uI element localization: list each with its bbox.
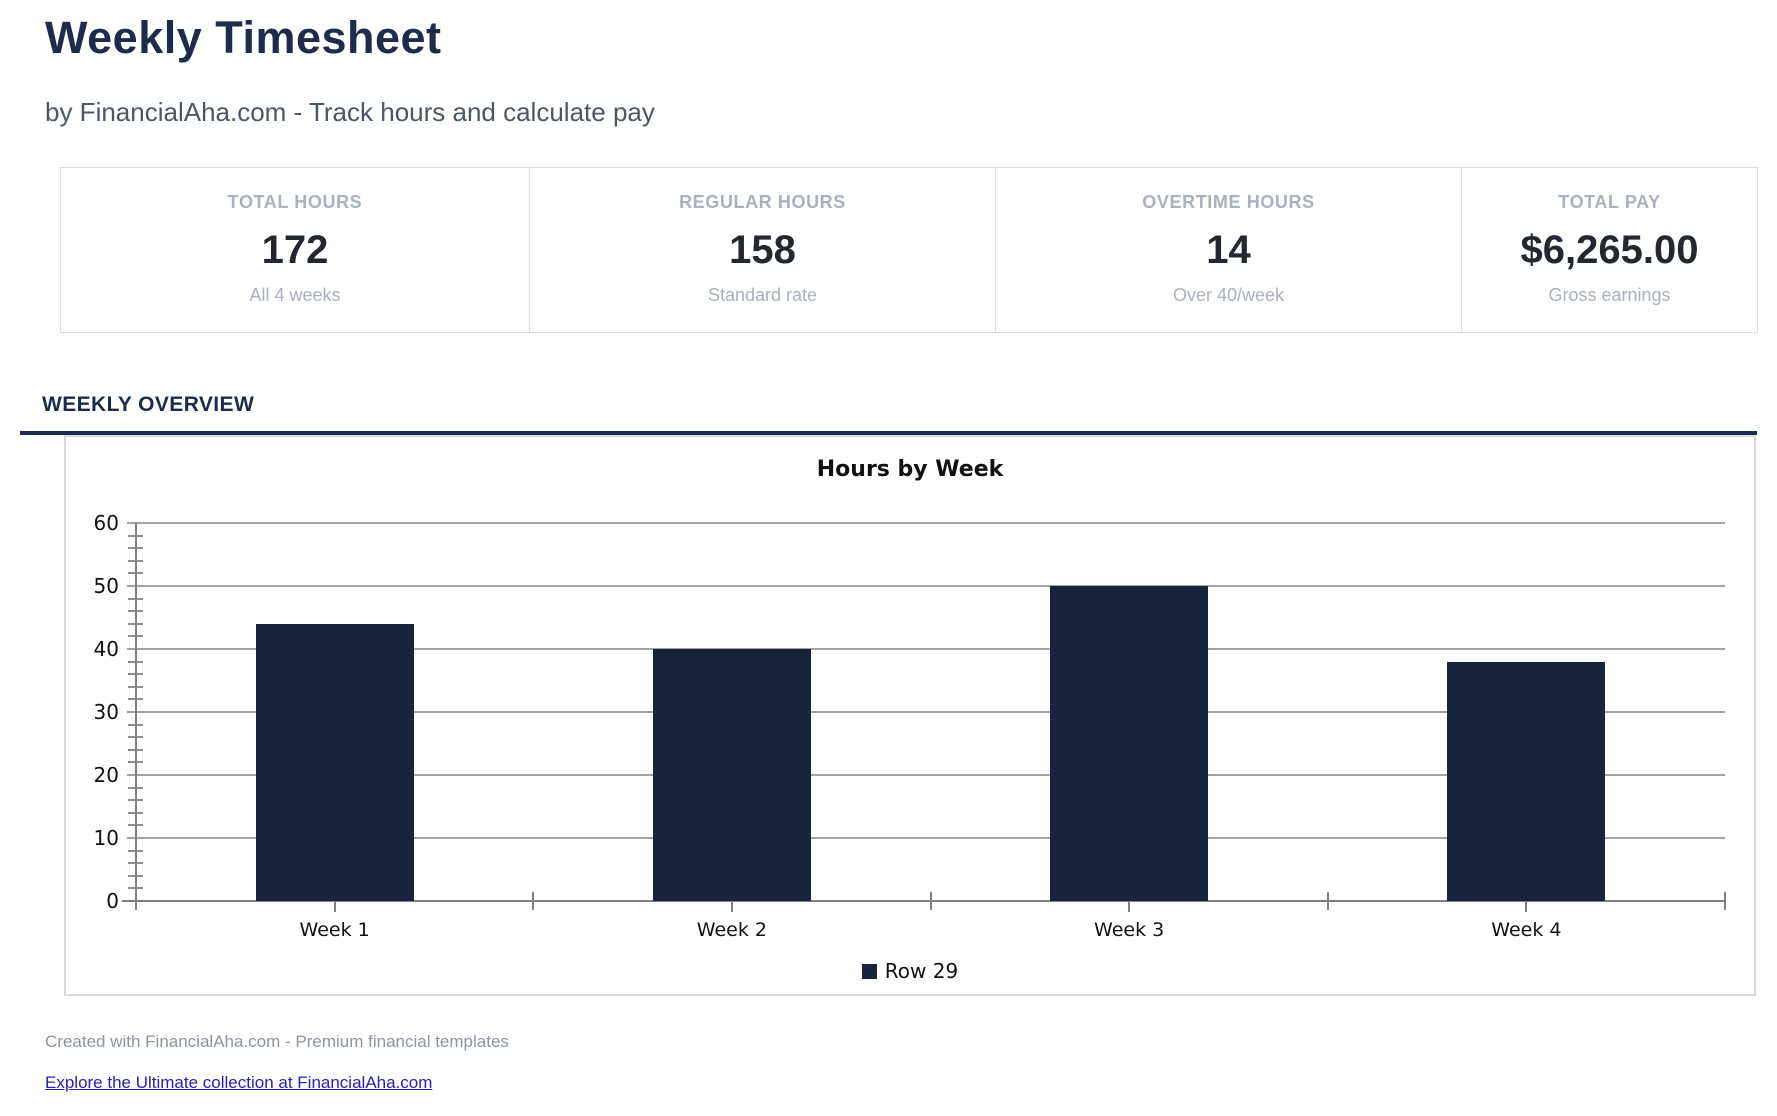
- stat-value: 172: [261, 228, 329, 272]
- section-rule: [20, 431, 1757, 435]
- stats-row: TOTAL HOURS 172 All 4 weeks REGULAR HOUR…: [60, 167, 1758, 333]
- bar-week-4: [1447, 661, 1606, 901]
- gridline: [127, 837, 1725, 839]
- x-axis-category-label: Week 2: [696, 919, 767, 941]
- stat-value: 158: [729, 228, 796, 272]
- y-axis-tick-label: 50: [93, 574, 119, 598]
- legend-swatch: [861, 963, 877, 979]
- stat-label: TOTAL HOURS: [227, 192, 363, 212]
- bar-week-2: [652, 649, 811, 901]
- bar-week-1: [255, 623, 414, 901]
- section-heading: WEEKLY OVERVIEW: [42, 393, 255, 416]
- bar-week-3: [1050, 586, 1209, 901]
- x-axis-boundary-tick: [1326, 892, 1329, 910]
- chart-title: Hours by Week: [816, 457, 1004, 482]
- x-axis-boundary-tick: [929, 892, 932, 910]
- y-axis-line: [135, 523, 137, 909]
- stat-sub: Standard rate: [707, 285, 818, 305]
- x-axis-boundary-tick: [135, 892, 137, 910]
- gridline: [127, 774, 1725, 776]
- x-axis-center-tick: [1525, 901, 1528, 912]
- gridline: [127, 522, 1725, 524]
- stat-card-overtime-hours: OVERTIME HOURS 14 Over 40/week: [996, 168, 1463, 332]
- gridline: [127, 711, 1725, 713]
- x-axis-category-label: Week 1: [299, 919, 370, 941]
- y-axis-tick-label: 10: [93, 826, 119, 850]
- x-axis-line: [122, 900, 1725, 902]
- y-axis-tick-label: 0: [106, 889, 119, 913]
- y-axis-tick-label: 60: [93, 511, 119, 535]
- y-axis-tick-label: 30: [93, 700, 119, 724]
- footer-credit: Created with FinancialAha.com - Premium …: [45, 1032, 509, 1051]
- y-axis-tick-label: 20: [93, 763, 119, 787]
- page-subtitle: by FinancialAha.com - Track hours and ca…: [45, 97, 655, 127]
- x-axis-category-label: Week 3: [1094, 919, 1165, 941]
- stat-sub: Over 40/week: [1172, 285, 1285, 305]
- y-axis-tick-label: 40: [93, 637, 119, 661]
- stat-card-total-hours: TOTAL HOURS 172 All 4 weeks: [61, 168, 530, 332]
- x-axis-center-tick: [333, 901, 336, 912]
- bar-chart: Hours by Week Row 29 0 10 20 30 40 50 60 Week 1…: [66, 437, 1754, 994]
- x-axis-boundary-tick: [532, 892, 535, 910]
- stat-label: REGULAR HOURS: [679, 192, 846, 212]
- stat-sub: All 4 weeks: [249, 285, 341, 305]
- stat-value: $6,265.00: [1520, 228, 1699, 272]
- stat-card-total-pay: TOTAL PAY $6,265.00 Gross earnings: [1462, 168, 1757, 332]
- stat-sub: Gross earnings: [1548, 285, 1671, 305]
- footer-link[interactable]: Explore the Ultimate collection at Finan…: [45, 1073, 433, 1092]
- legend-label: Row 29: [884, 959, 959, 983]
- gridline: [127, 648, 1725, 650]
- x-axis-center-tick: [730, 901, 733, 912]
- stat-label: TOTAL PAY: [1558, 192, 1661, 212]
- stat-card-regular-hours: REGULAR HOURS 158 Standard rate: [530, 168, 996, 332]
- x-axis-boundary-tick: [1724, 892, 1726, 910]
- stat-label: OVERTIME HOURS: [1142, 192, 1315, 212]
- stat-value: 14: [1206, 228, 1251, 272]
- x-axis-category-label: Week 4: [1491, 919, 1562, 941]
- x-axis-center-tick: [1128, 901, 1131, 912]
- gridline: [127, 585, 1725, 587]
- chart-legend: Row 29: [66, 959, 1754, 983]
- weekly-overview-chart: Hours by Week Row 29 0 10 20 30 40 50 60 Week 1…: [64, 435, 1756, 996]
- page-title: Weekly Timesheet: [45, 12, 442, 63]
